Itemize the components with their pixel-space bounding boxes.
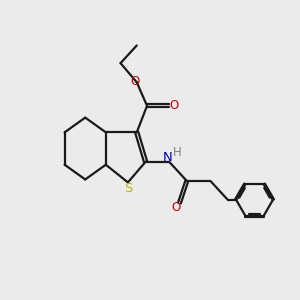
- Text: H: H: [173, 146, 182, 159]
- Text: N: N: [163, 151, 172, 164]
- Text: O: O: [170, 99, 179, 112]
- Text: O: O: [171, 201, 181, 214]
- Text: O: O: [131, 75, 140, 88]
- Text: S: S: [124, 182, 133, 195]
